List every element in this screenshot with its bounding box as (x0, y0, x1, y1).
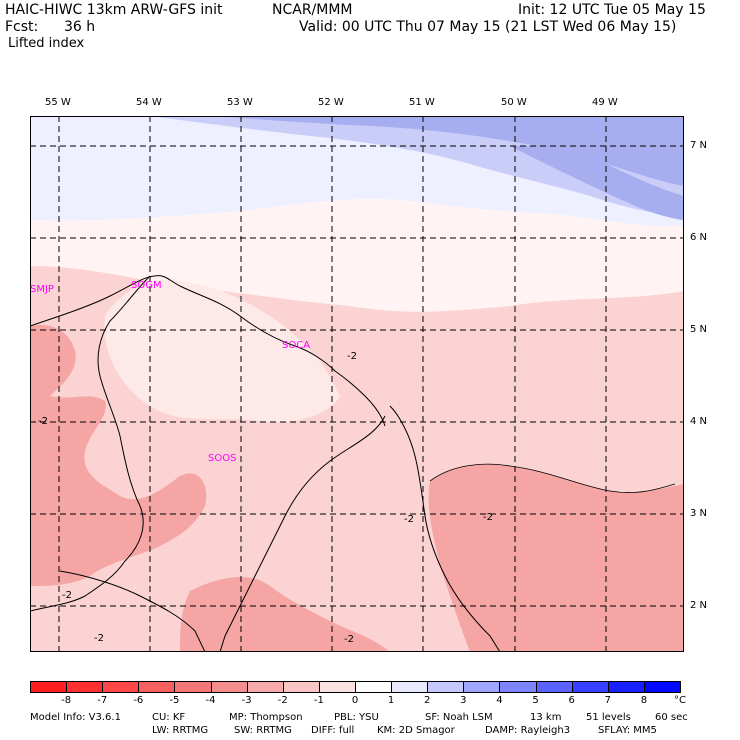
footer-sw: SW: RRTMG (234, 725, 292, 736)
forecast-label: Fcst: (5, 19, 39, 35)
colorbar-tick-label: -7 (97, 695, 108, 706)
border-line (219, 415, 386, 652)
lon-label: 51 W (409, 97, 435, 108)
colorbar-tick-label: 8 (640, 695, 648, 706)
border-line (59, 570, 206, 652)
colorbar-cell (535, 681, 573, 693)
colorbar-cell (607, 681, 645, 693)
grid (30, 116, 684, 652)
colorbar-tick-label: -2 (277, 695, 288, 706)
station-label: SMJP (30, 284, 54, 295)
lat-label: 2 N (690, 600, 708, 611)
colorbar-unit: °C (674, 695, 686, 706)
colorbar-tick-label: -4 (205, 695, 216, 706)
contour-label: -2 (347, 351, 357, 362)
footer-lw: LW: RRTMG (152, 725, 209, 736)
footer-resolution: 13 km (530, 712, 562, 723)
lon-label: 49 W (592, 97, 618, 108)
colorbar-tick-label: 2 (424, 695, 431, 706)
footer-sflay: SFLAY: MM5 (598, 725, 657, 736)
colorbar-cell (282, 681, 320, 693)
contour-label: -2 (404, 514, 414, 525)
footer-cu: CU: KF (152, 712, 186, 723)
colorbar-cell (499, 681, 537, 693)
colorbar-tick-label: 1 (387, 695, 395, 706)
colorbar-cell (174, 681, 212, 693)
lat-label: 7 N (690, 140, 708, 151)
contour-label: -2 (344, 634, 354, 645)
colorbar-tick-label: -6 (133, 695, 144, 706)
init-time: Init: 12 UTC Tue 05 May 15 (518, 2, 706, 18)
colorbar-cell (463, 681, 501, 693)
footer-mp: MP: Thompson (229, 712, 303, 723)
negative-region-south (180, 576, 390, 652)
colorbar-tick-label: -8 (61, 695, 72, 706)
contour-label: -2 (94, 633, 104, 644)
colorbar-tick-label: 3 (460, 695, 467, 706)
lon-label: 52 W (318, 97, 344, 108)
station-label: SOOS (208, 453, 237, 464)
colorbar-cell (355, 681, 392, 693)
station-label: SOGM (131, 280, 162, 291)
colorbar-tick-label: -3 (241, 695, 252, 706)
footer-pbl: PBL: YSU (334, 712, 379, 723)
station-label: SOCA (282, 340, 311, 351)
footer-timestep: 60 sec (655, 712, 688, 723)
lon-label: 53 W (227, 97, 253, 108)
colorbar-cell (427, 681, 465, 693)
lon-label: 54 W (136, 97, 162, 108)
footer-damp: DAMP: Rayleigh3 (485, 725, 571, 736)
negative-region-east (428, 464, 684, 652)
colorbar-cell (318, 681, 356, 693)
border-line (30, 275, 151, 612)
model-title: HAIC-HIWC 13km ARW-GFS init (5, 2, 223, 18)
contour-label: -2 (62, 590, 72, 601)
colorbar-tick-label: 5 (532, 695, 539, 706)
border-line (389, 405, 501, 652)
colorbar-cell (30, 681, 67, 693)
forecast-hour: 36 h (64, 19, 96, 35)
colorbar-cell (571, 681, 609, 693)
footer-model-info: Model Info: V3.6.1 (30, 712, 121, 723)
lifted-index-map (30, 116, 684, 652)
colorbar-tick-label: 4 (496, 695, 503, 706)
light-land-region (104, 280, 341, 423)
colorbar-tick-label: -1 (313, 695, 324, 706)
footer-km: KM: 2D Smagor (377, 725, 455, 736)
colorbar-cell (643, 681, 681, 693)
lon-label: 55 W (45, 97, 71, 108)
lon-label: 50 W (501, 97, 527, 108)
footer-sf: SF: Noah LSM (425, 712, 493, 723)
lat-label: 6 N (690, 232, 708, 243)
positive-streak (510, 146, 684, 220)
negative-region-west (30, 324, 207, 586)
field-name: Lifted index (8, 36, 85, 51)
lat-label: 5 N (690, 324, 708, 335)
positive-band-strong (210, 116, 684, 186)
valid-time: Valid: 00 UTC Thu 07 May 15 (21 LST Wed … (299, 19, 677, 35)
footer-levels: 51 levels (586, 712, 631, 723)
colorbar-cell (391, 681, 429, 693)
footer-diff: DIFF: full (311, 725, 355, 736)
contour-label: -2 (483, 512, 493, 523)
lat-label: 3 N (690, 508, 708, 519)
coastline (30, 275, 386, 427)
colorbar-cell (66, 681, 104, 693)
colorbar-tick-label: 6 (568, 695, 575, 706)
colorbar-tick-label: 0 (351, 695, 359, 706)
lat-label: 4 N (690, 416, 708, 427)
contour-label: -2 (38, 416, 48, 427)
contour-line (429, 463, 676, 493)
colorbar-cell (246, 681, 284, 693)
colorbar-cell (210, 681, 248, 693)
colorbar-tick-label: -5 (169, 695, 180, 706)
org-label: NCAR/MMM (272, 2, 353, 18)
colorbar-cell (102, 681, 140, 693)
map-frame (30, 116, 684, 652)
colorbar-cell (138, 681, 176, 693)
colorbar-tick-label: 7 (604, 695, 611, 706)
